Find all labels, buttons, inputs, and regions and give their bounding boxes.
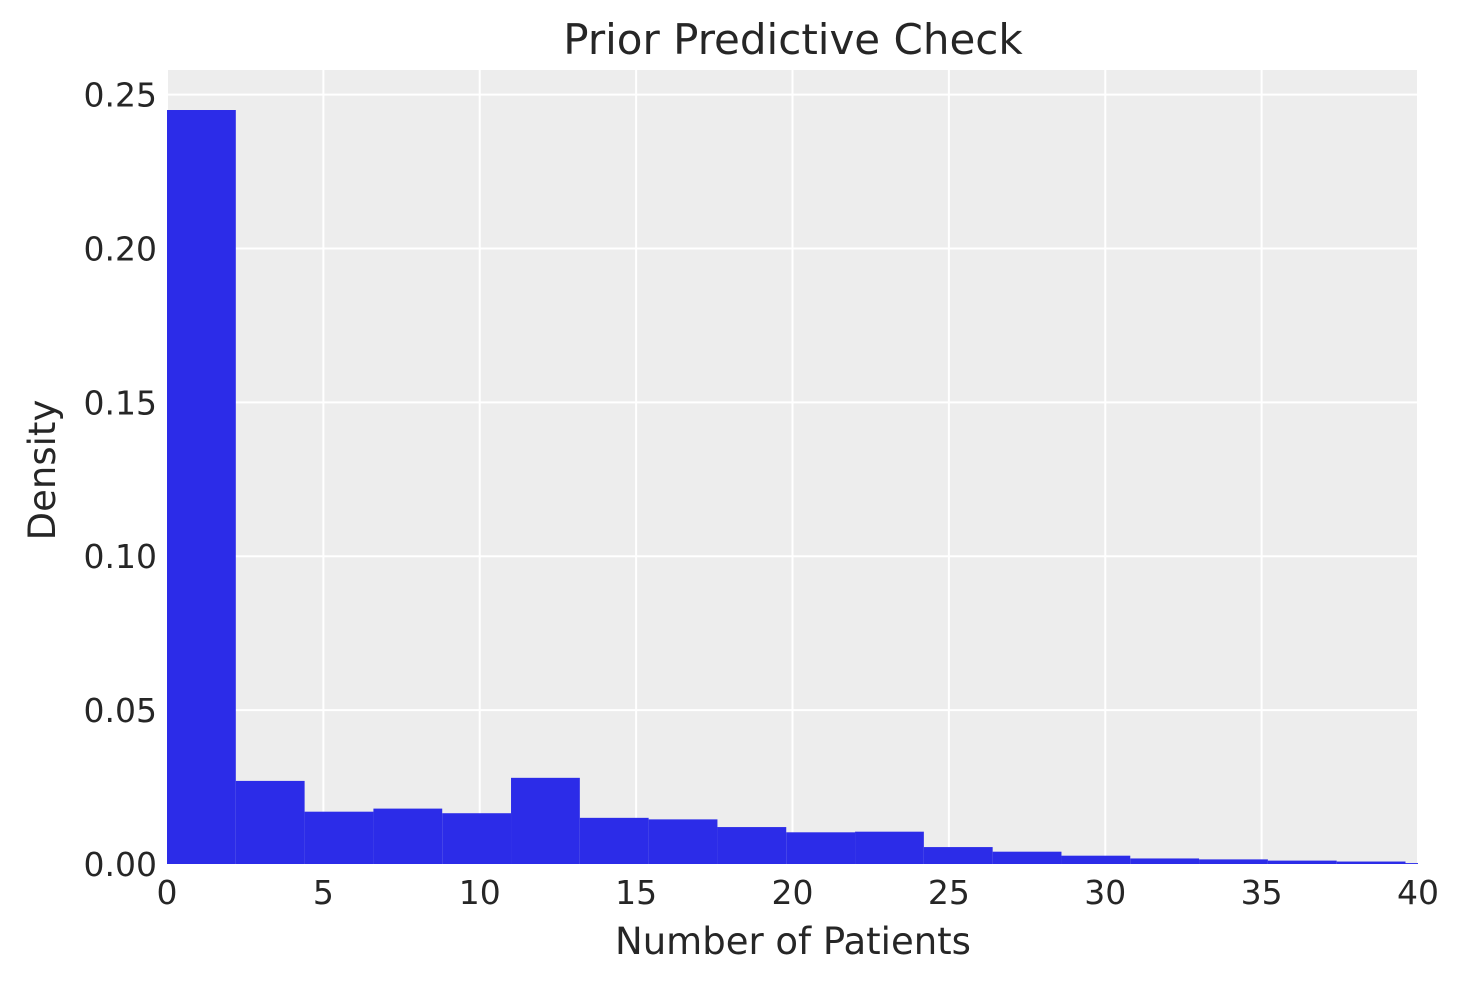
x-tick-label: 10 bbox=[459, 873, 501, 912]
histogram-bar bbox=[579, 817, 649, 864]
histogram-bar bbox=[373, 808, 443, 864]
histogram-bar bbox=[1130, 858, 1200, 864]
x-axis-label: Number of Patients bbox=[615, 920, 971, 963]
x-tick-label: 20 bbox=[772, 873, 814, 912]
y-tick-label: 0.20 bbox=[84, 229, 157, 268]
y-tick-label: 0.05 bbox=[84, 691, 157, 730]
histogram-bar bbox=[923, 847, 993, 864]
x-axis-ticks: 0 5 10 15 20 25 30 35 40 bbox=[157, 873, 1440, 912]
x-tick-label: 40 bbox=[1397, 873, 1439, 912]
y-tick-label: 0.15 bbox=[84, 383, 157, 422]
histogram-bar bbox=[511, 777, 580, 864]
histogram-bar bbox=[786, 832, 856, 864]
x-tick-label: 0 bbox=[157, 873, 178, 912]
x-tick-label: 25 bbox=[928, 873, 970, 912]
histogram-bar bbox=[992, 851, 1062, 864]
x-tick-label: 30 bbox=[1084, 873, 1126, 912]
histogram-bar bbox=[1199, 859, 1268, 864]
y-tick-label: 0.10 bbox=[84, 537, 157, 576]
histogram-bar bbox=[1405, 863, 1418, 864]
x-tick-label: 5 bbox=[313, 873, 334, 912]
x-tick-label: 15 bbox=[615, 873, 657, 912]
histogram-bars bbox=[167, 110, 1418, 864]
histogram-bar bbox=[167, 110, 236, 864]
histogram-bar bbox=[235, 780, 305, 864]
histogram-bar bbox=[648, 819, 718, 864]
histogram-bar bbox=[442, 813, 512, 864]
histogram-bar bbox=[1267, 860, 1337, 864]
histogram-bar bbox=[717, 827, 787, 864]
histogram-bar bbox=[1061, 855, 1131, 864]
x-tick-label: 35 bbox=[1241, 873, 1283, 912]
y-axis-label: Density bbox=[21, 400, 64, 541]
histogram-bar bbox=[304, 811, 374, 864]
y-tick-label: 0.00 bbox=[84, 845, 157, 884]
histogram-bar bbox=[1336, 861, 1406, 864]
y-axis-ticks: 0.00 0.05 0.10 0.15 0.20 0.25 bbox=[84, 76, 157, 884]
histogram-bar bbox=[855, 831, 924, 864]
y-tick-label: 0.25 bbox=[84, 76, 157, 115]
chart-title: Prior Predictive Check bbox=[563, 15, 1023, 64]
